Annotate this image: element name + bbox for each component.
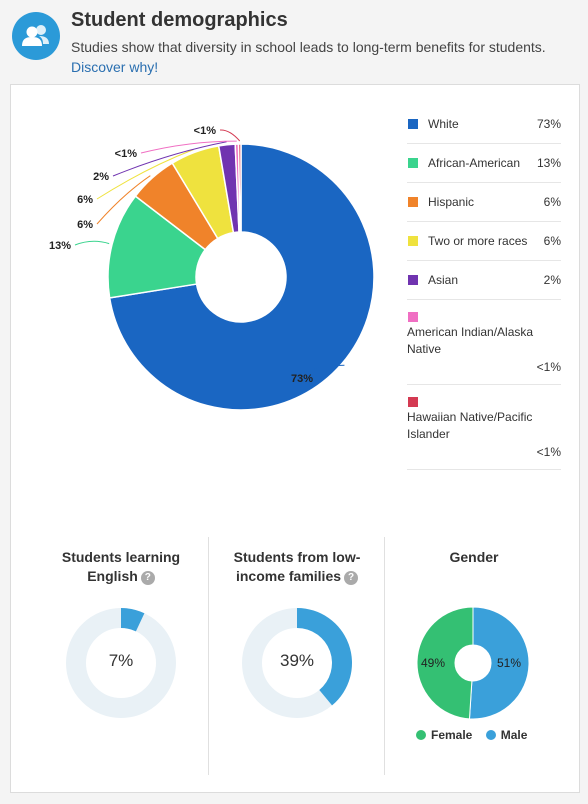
english-learners-donut xyxy=(66,608,176,718)
demographics-panel: 73% 13% 6% 6% 2% <1% <1% White 73% African-Ame… xyxy=(10,84,580,793)
header: Student demographics Studies show that d… xyxy=(0,0,588,84)
low-income-title: Students from low- income families? xyxy=(217,548,377,586)
data-label: 2% xyxy=(93,171,109,183)
ethnicity-donut-chart: 73%13%6%6%2%<1%<1% xyxy=(49,125,375,411)
legend-item-african-american: African-American 13% xyxy=(407,144,561,183)
callout-line xyxy=(112,141,227,177)
legend-value: 6% xyxy=(543,195,561,209)
ethnicity-legend: White 73% African-American 13% Hispanic … xyxy=(407,105,561,470)
slice-african-american[interactable] xyxy=(107,195,207,299)
discover-link[interactable]: Discover why! xyxy=(71,59,159,75)
callout-line xyxy=(74,240,110,246)
legend-item-female: Female xyxy=(416,728,472,742)
low-income-title-line2: income families xyxy=(235,568,342,584)
male-label: Male xyxy=(500,728,528,742)
legend-label: White xyxy=(428,117,459,131)
english-learners-value: 7% xyxy=(108,651,134,670)
ring-fill xyxy=(121,608,145,632)
legend-value: 2% xyxy=(543,273,561,287)
female-label: Female xyxy=(431,728,473,742)
page-title: Student demographics xyxy=(71,9,288,31)
legend-value: 73% xyxy=(536,117,561,131)
slice-hawaiian-native-pacific-islander[interactable] xyxy=(237,143,242,233)
data-label: 73% xyxy=(291,373,313,385)
legend-item-american-indian: American Indian/Alaska Native <1% xyxy=(407,300,561,385)
legend-value: <1% xyxy=(536,445,561,459)
low-income-title-line1: Students from low- xyxy=(233,549,361,565)
callout-line xyxy=(96,175,151,225)
gender-legend: Female Male xyxy=(416,728,537,742)
slice-male[interactable] xyxy=(468,606,530,720)
callout-line xyxy=(286,364,345,379)
english-learners-title-line1: Students learning xyxy=(61,549,181,565)
male-dot xyxy=(485,730,496,740)
low-income-value: 39% xyxy=(279,651,315,670)
slice-female[interactable] xyxy=(416,606,474,720)
data-label: 6% xyxy=(77,194,93,206)
users-icon xyxy=(12,12,60,60)
legend-swatch xyxy=(408,197,418,207)
low-income-donut xyxy=(242,608,352,718)
legend-item-hispanic: Hispanic 6% xyxy=(407,183,561,222)
english-learners-title: Students learning English? xyxy=(41,548,201,586)
legend-value: 6% xyxy=(543,234,561,248)
legend-label: African-American xyxy=(428,156,521,170)
legend-swatch xyxy=(408,275,418,285)
legend-label: Two or more races xyxy=(428,234,528,248)
legend-item-white: White 73% xyxy=(407,105,561,144)
legend-item-hawaiian-native: Hawaiian Native/Pacific Islander <1% xyxy=(407,385,561,470)
slice-white[interactable] xyxy=(108,143,375,411)
data-label: 13% xyxy=(49,240,71,252)
legend-label: American Indian/Alaska Native xyxy=(407,325,534,356)
legend-item-male: Male xyxy=(485,728,528,742)
legend-swatch xyxy=(408,119,418,129)
callout-line xyxy=(219,129,241,142)
english-learners-title-line2: English xyxy=(87,568,138,584)
gender-title: Gender xyxy=(449,549,499,565)
legend-label: Asian xyxy=(428,273,459,287)
gender-donut: 49% 51% xyxy=(416,606,530,720)
male-value: 51% xyxy=(497,656,521,670)
stat-divider xyxy=(208,537,209,775)
legend-swatch xyxy=(408,397,418,407)
page-subtitle: Studies show that diversity in school le… xyxy=(71,39,546,55)
legend-label: Hawaiian Native/Pacific Islander xyxy=(407,410,533,441)
stat-divider xyxy=(384,537,385,775)
legend-item-asian: Asian 2% xyxy=(407,261,561,300)
data-label: 6% xyxy=(77,219,93,231)
ring-fill xyxy=(297,608,352,706)
legend-swatch xyxy=(408,236,418,246)
legend-swatch xyxy=(408,158,418,168)
legend-value: 13% xyxy=(536,156,561,170)
help-icon[interactable]: ? xyxy=(140,571,155,585)
legend-value: <1% xyxy=(536,360,561,374)
help-icon[interactable]: ? xyxy=(344,571,359,585)
callout-line xyxy=(96,149,194,200)
data-label: <1% xyxy=(194,125,217,137)
legend-swatch xyxy=(408,312,418,322)
female-dot xyxy=(416,730,426,740)
data-label: <1% xyxy=(115,148,138,160)
legend-label: Hispanic xyxy=(428,195,475,209)
legend-item-two-or-more: Two or more races 6% xyxy=(407,222,561,261)
female-value: 49% xyxy=(421,656,445,670)
callout-line xyxy=(140,140,237,154)
